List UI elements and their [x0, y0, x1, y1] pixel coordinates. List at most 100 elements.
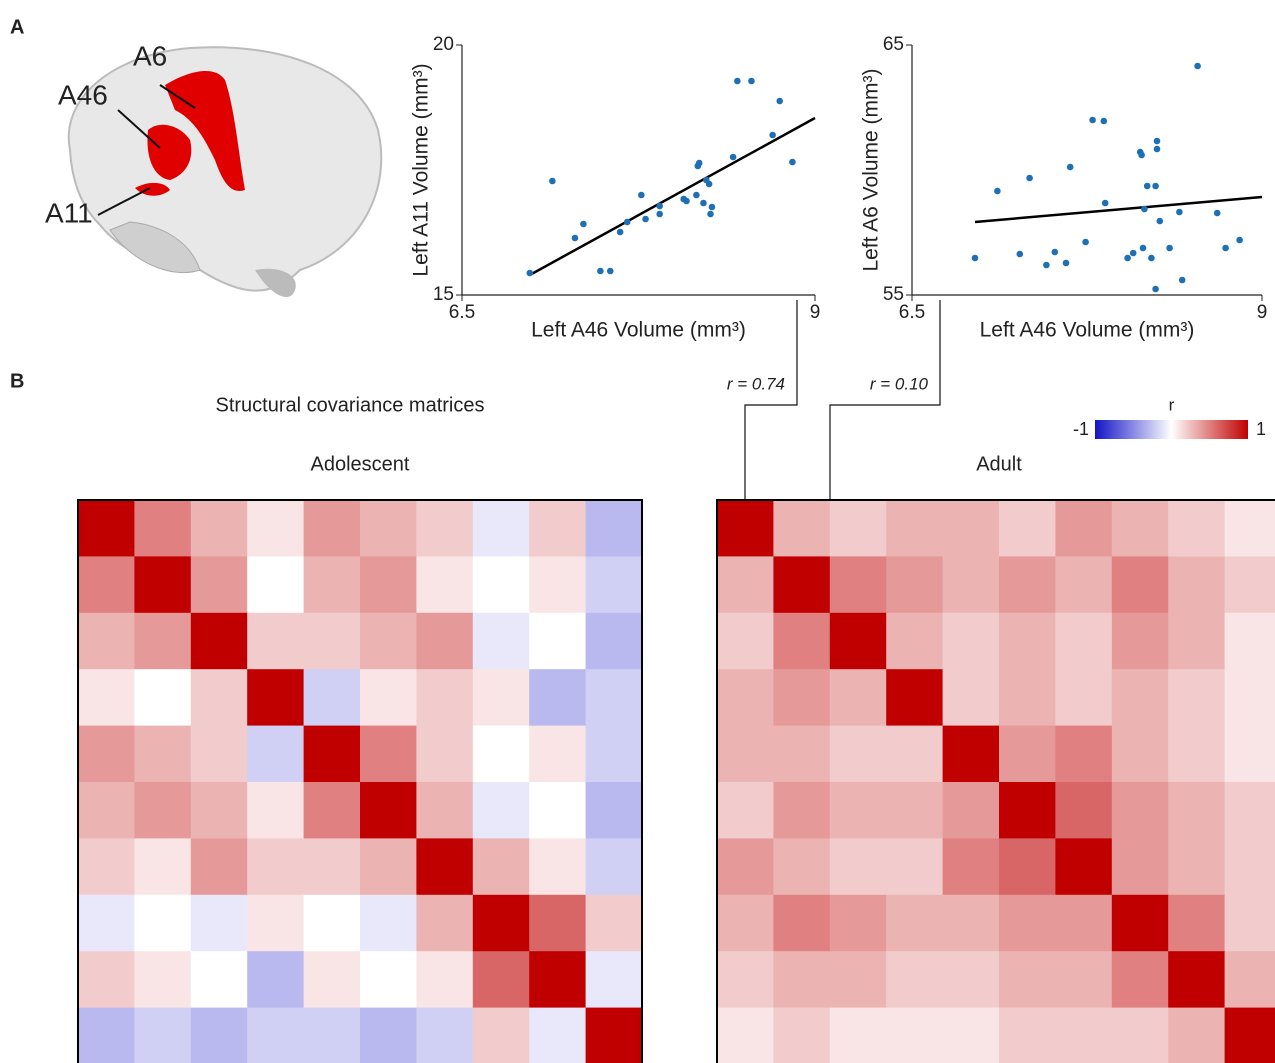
- matrix-cell: [78, 838, 135, 895]
- matrix-cell: [943, 895, 1000, 952]
- matrix-cell: [830, 500, 887, 557]
- data-point: [597, 268, 604, 275]
- heading: Structural covariance matrices: [216, 394, 485, 416]
- matrix-cell: [1225, 782, 1275, 839]
- matrix-cell: [416, 556, 473, 613]
- matrix-cell: [1055, 613, 1112, 670]
- data-point: [1130, 250, 1137, 257]
- matrix-cell: [416, 726, 473, 783]
- matrix-cell: [191, 726, 248, 783]
- data-point: [642, 216, 649, 223]
- data-point: [1222, 245, 1229, 252]
- matrix-cell: [134, 726, 191, 783]
- matrix-cell: [717, 613, 774, 670]
- matrix-cell: [886, 613, 943, 670]
- matrix-cell: [586, 951, 643, 1008]
- data-point: [1101, 118, 1108, 125]
- matrix-cell: [304, 895, 361, 952]
- matrix-cell: [1055, 1008, 1112, 1063]
- data-point: [580, 221, 587, 228]
- matrix-cell: [717, 726, 774, 783]
- colorbar-tick-label: -1: [1073, 419, 1089, 439]
- data-point: [1052, 249, 1059, 256]
- matrix-cell: [1168, 895, 1225, 952]
- matrix-cell: [191, 500, 248, 557]
- matrix-cell: [1112, 782, 1169, 839]
- x-tick-label: 6.5: [899, 302, 925, 323]
- matrix-cell: [360, 951, 417, 1008]
- matrix-cell: [1168, 556, 1225, 613]
- matrix-cell: [360, 838, 417, 895]
- fit-line: [975, 197, 1262, 222]
- matrix-cell: [529, 838, 586, 895]
- data-point: [1148, 255, 1155, 262]
- matrix-cell: [473, 1008, 530, 1063]
- region-label: A6: [133, 40, 167, 71]
- matrix-cell: [78, 726, 135, 783]
- matrix-cell: [529, 782, 586, 839]
- matrix-cell: [304, 500, 361, 557]
- matrix-cell: [78, 500, 135, 557]
- matrix-cell: [586, 895, 643, 952]
- data-point: [1067, 164, 1074, 171]
- matrix-cell: [360, 1008, 417, 1063]
- data-point: [1236, 237, 1243, 244]
- matrix-cell: [1168, 782, 1225, 839]
- matrix-cell: [1112, 613, 1169, 670]
- matrix-cell: [830, 726, 887, 783]
- matrix-cell: [304, 726, 361, 783]
- data-point: [607, 268, 614, 275]
- matrix-cell: [247, 613, 304, 670]
- data-point: [693, 192, 700, 199]
- data-point: [526, 270, 533, 277]
- matrix-cell: [943, 500, 1000, 557]
- panel-label: B: [10, 370, 24, 392]
- matrix-cell: [191, 613, 248, 670]
- matrix-cell: [773, 613, 830, 670]
- matrix-cell: [1168, 669, 1225, 726]
- matrix-cell: [1168, 838, 1225, 895]
- matrix-cell: [1168, 500, 1225, 557]
- matrix-cell: [78, 951, 135, 1008]
- panel-label: A: [10, 16, 24, 38]
- matrix-cell: [529, 1008, 586, 1063]
- matrix-cell: [1112, 1008, 1169, 1063]
- matrix-cell: [1168, 951, 1225, 1008]
- matrix-cell: [134, 613, 191, 670]
- matrix-cell: [773, 556, 830, 613]
- y-axis-label: Left A11 Volume (mm³): [410, 63, 433, 276]
- matrix-cell: [717, 1008, 774, 1063]
- data-point: [700, 200, 707, 207]
- data-point: [734, 78, 741, 85]
- matrix-cell: [943, 782, 1000, 839]
- matrix-cell: [999, 895, 1056, 952]
- matrix-cell: [529, 613, 586, 670]
- matrix-cell: [717, 669, 774, 726]
- matrix-cell: [1225, 895, 1275, 952]
- matrix-cell: [886, 951, 943, 1008]
- matrix-cell: [999, 838, 1056, 895]
- y-tick-label: 20: [433, 34, 454, 55]
- matrix-cell: [191, 669, 248, 726]
- data-point: [696, 160, 703, 167]
- matrix-cell: [78, 556, 135, 613]
- matrix-cell: [247, 556, 304, 613]
- annotation: r = 0.10: [870, 374, 929, 393]
- matrix-cell: [886, 838, 943, 895]
- matrix-cell: [830, 1008, 887, 1063]
- matrix-cell: [78, 1008, 135, 1063]
- matrix-cell: [943, 838, 1000, 895]
- data-point: [656, 203, 663, 210]
- page: {"panels": {"a": "A", "b": "B"}, "brain"…: [0, 0, 1275, 1063]
- matrix-cell: [304, 613, 361, 670]
- matrix-cell: [134, 500, 191, 557]
- matrix-cell: [247, 838, 304, 895]
- matrix-cell: [473, 556, 530, 613]
- matrix-cell: [529, 669, 586, 726]
- matrix-cell: [1112, 669, 1169, 726]
- matrix-cell: [717, 782, 774, 839]
- data-point: [638, 192, 645, 199]
- matrix-cell: [191, 782, 248, 839]
- matrix-cell: [304, 669, 361, 726]
- matrix-cell: [473, 951, 530, 1008]
